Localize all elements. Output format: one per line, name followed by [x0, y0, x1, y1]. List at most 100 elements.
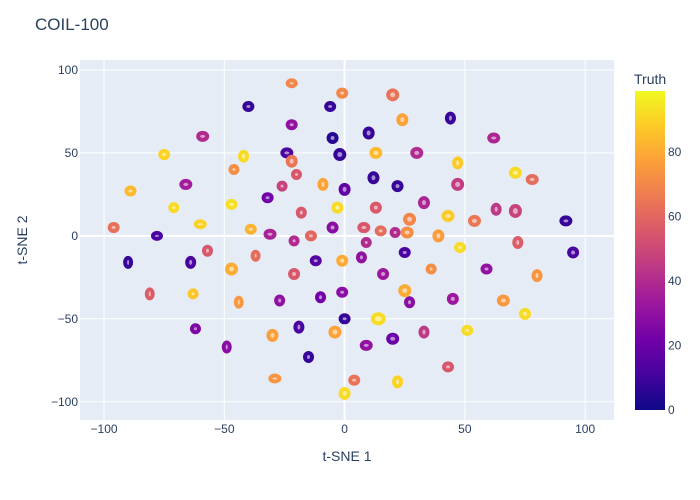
cluster-ring-hole: [254, 253, 257, 258]
cluster-ring-hole: [390, 92, 396, 98]
cluster-ring-hole: [340, 290, 345, 294]
cluster-ring-hole: [448, 115, 452, 121]
cluster-ring-hole: [328, 104, 333, 108]
cluster-ring-hole: [393, 231, 397, 235]
x-tick-label: 100: [575, 422, 595, 436]
cluster-ring-hole: [289, 123, 294, 127]
cluster-ring-hole: [294, 172, 298, 176]
cluster-ring-hole: [422, 329, 426, 335]
gridlines: [80, 60, 614, 420]
cluster-ring-hole: [407, 216, 413, 222]
cluster-ring-hole: [193, 327, 197, 331]
cluster-ring-hole: [267, 232, 273, 236]
cluster-ring-hole: [414, 150, 420, 155]
cluster-ring-hole: [335, 205, 340, 210]
cluster-ring-hole: [373, 205, 378, 210]
cluster-ring-hole: [445, 213, 451, 218]
cluster-ring-hole: [307, 354, 311, 359]
cluster-ring-hole: [292, 272, 297, 277]
colorbar-tick-label: 0: [668, 403, 675, 417]
colorbar-tick-label: 20: [668, 339, 682, 353]
cluster-ring-hole: [197, 223, 203, 226]
cluster-ring-hole: [229, 266, 235, 272]
cluster-ring-hole: [242, 153, 246, 159]
cluster-ring-hole: [396, 379, 400, 385]
cluster-ring-hole: [395, 184, 400, 189]
cluster-ring-hole: [265, 196, 270, 200]
cluster-ring-hole: [491, 136, 497, 140]
cluster-ring-hole: [404, 230, 410, 235]
cluster-ring-hole: [292, 239, 296, 243]
cluster-ring-hole: [313, 259, 318, 263]
cluster-ring-hole: [246, 104, 251, 108]
x-tick-label: 50: [458, 422, 472, 436]
cluster-ring-hole: [421, 200, 426, 206]
cluster-ring-hole: [183, 182, 189, 186]
cluster-ring-hole: [361, 226, 367, 230]
cluster-ring-hole: [484, 267, 489, 271]
cluster-ring-hole: [297, 324, 301, 330]
cluster-ring-hole: [127, 259, 130, 265]
cluster-ring-hole: [337, 152, 343, 158]
colorbar-tick-label: 40: [668, 274, 682, 288]
y-tick-label: −50: [58, 312, 79, 326]
cluster-ring-hole: [450, 296, 455, 301]
colorbar: Truth 0 20 40 60 80: [634, 71, 682, 417]
data-points: [107, 78, 580, 400]
cluster-ring-hole: [378, 229, 383, 233]
y-axis-title: t-SNE 2: [14, 215, 30, 264]
cluster-ring-hole: [471, 218, 477, 223]
cluster-ring-hole: [402, 288, 408, 294]
y-axis-ticks: 100 50 0 −50 −100: [51, 63, 78, 409]
colorbar-title: Truth: [634, 71, 666, 87]
cluster-ring-hole: [248, 227, 253, 231]
cluster-ring-hole: [364, 240, 368, 244]
cluster-ring-hole: [205, 248, 209, 253]
cluster-ring-hole: [319, 295, 323, 300]
cluster-ring-hole: [330, 135, 335, 140]
cluster-ring-hole: [456, 160, 460, 166]
cluster-ring-hole: [191, 292, 195, 296]
cluster-ring-hole: [500, 298, 506, 303]
cluster-ring-hole: [229, 202, 234, 206]
x-axis-title: t-SNE 1: [322, 448, 371, 464]
cluster-ring-hole: [340, 91, 345, 95]
cluster-ring-hole: [529, 177, 535, 181]
cluster-ring-hole: [172, 206, 176, 210]
cluster-ring-hole: [373, 150, 379, 155]
cluster-ring-hole: [272, 377, 278, 380]
cluster-ring-hole: [408, 300, 412, 305]
cluster-ring-hole: [352, 378, 357, 382]
cluster-ring-hole: [366, 130, 371, 136]
cluster-ring-hole: [237, 299, 240, 305]
cluster-ring-hole: [342, 390, 347, 396]
cluster-ring-hole: [436, 233, 441, 239]
cluster-ring-hole: [284, 151, 290, 155]
cluster-ring-hole: [494, 206, 498, 212]
cluster-ring-hole: [321, 181, 325, 187]
cluster-ring-hole: [516, 239, 520, 245]
cluster-ring-hole: [400, 117, 405, 123]
cluster-ring-hole: [512, 207, 518, 214]
x-tick-label: −100: [91, 422, 118, 436]
cluster-ring-hole: [299, 210, 303, 215]
cluster-ring-hole: [563, 219, 569, 223]
cluster-ring-hole: [270, 332, 275, 338]
cluster-ring-hole: [535, 273, 539, 279]
cluster-ring-hole: [374, 316, 382, 322]
cluster-ring-hole: [359, 255, 363, 260]
cluster-ring-hole: [446, 365, 451, 369]
cluster-ring-hole: [571, 250, 576, 255]
cluster-ring-hole: [332, 329, 338, 335]
cluster-ring-hole: [162, 153, 167, 157]
cluster-ring-hole: [308, 234, 313, 238]
plot-area: [80, 60, 614, 420]
x-tick-label: 0: [341, 422, 348, 436]
cluster-ring-hole: [363, 343, 369, 347]
cluster-ring-hole: [458, 245, 463, 249]
colorbar-tick-label: 80: [668, 145, 682, 159]
cluster-ring-hole: [402, 250, 407, 254]
cluster-ring-hole: [278, 298, 282, 303]
cluster-ring-hole: [523, 311, 527, 316]
